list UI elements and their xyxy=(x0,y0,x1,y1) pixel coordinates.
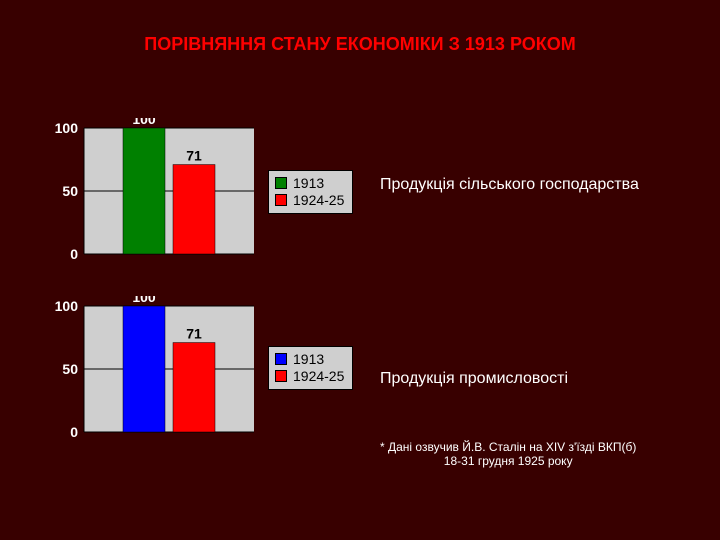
svg-text:100: 100 xyxy=(132,118,156,127)
legend-label: 1913 xyxy=(293,175,324,192)
chart-agriculture: 0 50 100 100 71 xyxy=(40,118,260,268)
legend-label: 1924-25 xyxy=(293,368,344,385)
svg-text:100: 100 xyxy=(132,296,156,305)
legend-item: 1913 xyxy=(275,351,344,368)
legend-item: 1924-25 xyxy=(275,192,344,209)
svg-text:0: 0 xyxy=(70,424,78,440)
legend-swatch xyxy=(275,194,287,206)
svg-text:71: 71 xyxy=(186,326,202,342)
legend-agriculture: 1913 1924-25 xyxy=(268,170,353,214)
footnote-line: 18-31 грудня 1925 року xyxy=(380,454,636,468)
legend-label: 1924-25 xyxy=(293,192,344,209)
svg-text:100: 100 xyxy=(55,120,79,136)
legend-industry: 1913 1924-25 xyxy=(268,346,353,390)
svg-text:50: 50 xyxy=(62,183,78,199)
svg-text:71: 71 xyxy=(186,148,202,164)
caption-industry: Продукція промисловості xyxy=(380,370,568,388)
legend-label: 1913 xyxy=(293,351,324,368)
legend-swatch xyxy=(275,370,287,382)
svg-text:50: 50 xyxy=(62,361,78,377)
footnote: * Дані озвучив Й.В. Сталін на XIV з'їзді… xyxy=(380,440,636,468)
legend-item: 1913 xyxy=(275,175,344,192)
footnote-line: * Дані озвучив Й.В. Сталін на XIV з'їзді… xyxy=(380,440,636,454)
caption-agriculture: Продукція сільського господарства xyxy=(380,176,639,194)
legend-swatch xyxy=(275,177,287,189)
chart-industry: 0 50 100 100 71 xyxy=(40,296,260,446)
legend-swatch xyxy=(275,353,287,365)
page-title: ПОРІВНЯННЯ СТАНУ ЕКОНОМІКИ З 1913 РОКОМ xyxy=(0,34,720,55)
svg-text:0: 0 xyxy=(70,246,78,262)
svg-text:100: 100 xyxy=(55,298,79,314)
legend-item: 1924-25 xyxy=(275,368,344,385)
